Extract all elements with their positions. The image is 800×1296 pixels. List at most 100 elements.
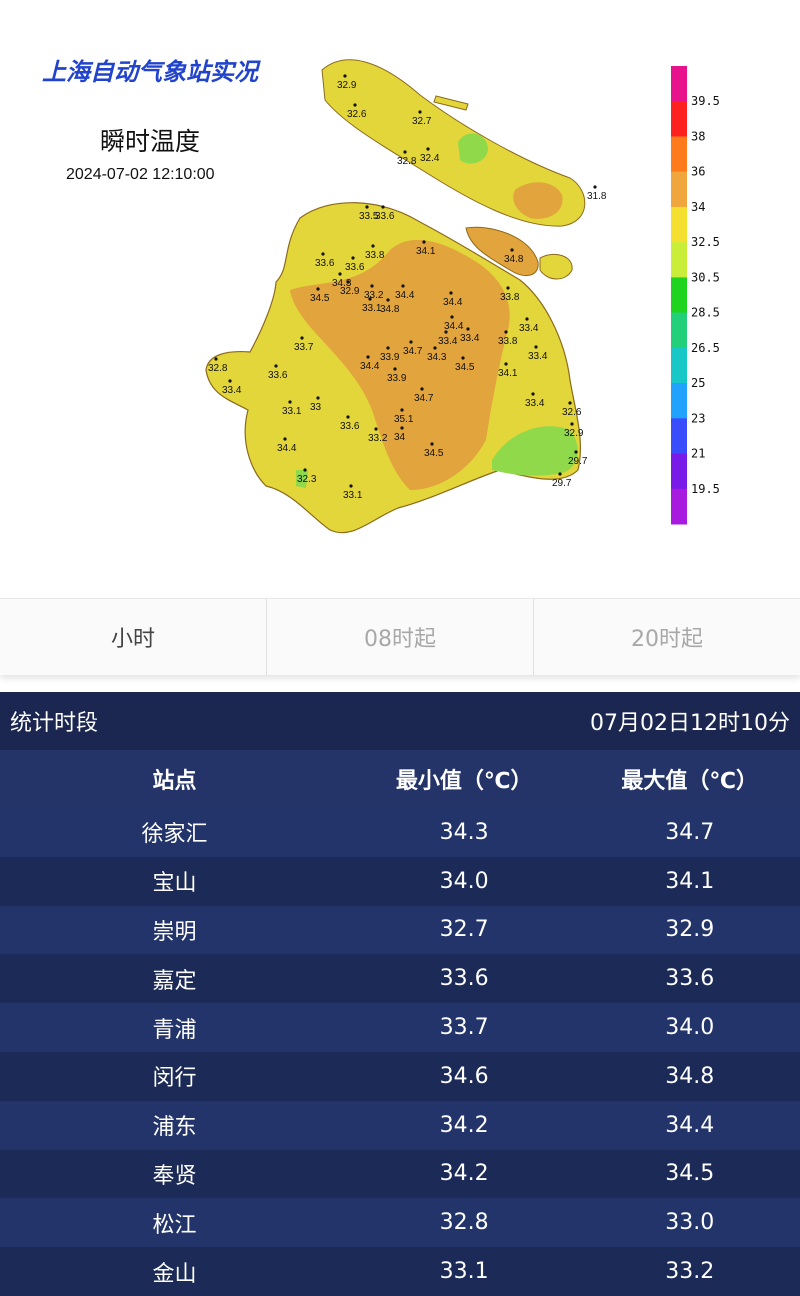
station-dot bbox=[593, 185, 597, 189]
station-reading: 34.1 bbox=[416, 246, 436, 257]
station-dot bbox=[461, 356, 465, 360]
station-reading: 33.9 bbox=[387, 373, 407, 384]
station-dot bbox=[228, 379, 232, 383]
station-name: 闵行 bbox=[0, 1051, 349, 1101]
station-reading: 34.8 bbox=[380, 304, 400, 315]
max-value: 34.8 bbox=[579, 1051, 800, 1101]
station-dot bbox=[349, 484, 353, 488]
station-reading: 34.4 bbox=[277, 443, 297, 454]
station-dot bbox=[316, 396, 320, 400]
station-dot bbox=[450, 315, 454, 319]
station-reading: 33.4 bbox=[438, 336, 458, 347]
legend-color-swatch bbox=[671, 242, 687, 278]
chongming-cool-area bbox=[458, 133, 488, 164]
map-subtitle: 瞬时温度 bbox=[100, 127, 201, 156]
station-reading: 34.4 bbox=[360, 361, 380, 372]
station-reading: 29.7 bbox=[552, 478, 572, 489]
min-value: 34.2 bbox=[348, 1100, 580, 1150]
stats-panel: 统计时段 07月02日12时10分 站点 最小值（℃） 最大值（℃） 徐家汇 3… bbox=[0, 692, 800, 1296]
station-reading: 32.6 bbox=[562, 407, 582, 418]
station-reading: 34.4 bbox=[444, 321, 464, 332]
min-value: 33.1 bbox=[348, 1247, 580, 1296]
table-row: 金山 33.1 33.2 bbox=[0, 1247, 800, 1296]
station-name: 金山 bbox=[0, 1247, 349, 1296]
station-reading: 32.3 bbox=[297, 474, 317, 485]
station-reading: 33.5 bbox=[359, 211, 379, 222]
station-dot bbox=[401, 284, 405, 288]
station-dot bbox=[370, 284, 374, 288]
station-reading: 33.2 bbox=[368, 433, 388, 444]
station-reading: 33.1 bbox=[343, 490, 363, 501]
small-islet bbox=[433, 95, 469, 111]
station-dot bbox=[400, 426, 404, 430]
station-reading: 33.4 bbox=[528, 351, 548, 362]
tab-since-08[interactable]: 08时起 bbox=[267, 599, 534, 675]
station-dot bbox=[558, 472, 562, 476]
max-value: 33.0 bbox=[579, 1198, 800, 1248]
legend-label: 30.5 bbox=[691, 270, 720, 284]
station-reading: 34.5 bbox=[455, 362, 475, 373]
max-value: 33.6 bbox=[579, 954, 800, 1004]
station-dot bbox=[574, 450, 578, 454]
temperature-legend: 39.5 38 36 34 32.5 30.5 28.5 26.5 25 23 21 19.5 bbox=[671, 66, 720, 525]
station-reading: 33.2 bbox=[364, 290, 384, 301]
chongming-island bbox=[321, 59, 586, 227]
table-row: 奉贤 34.2 34.5 bbox=[0, 1149, 800, 1199]
station-reading: 32.8 bbox=[208, 363, 228, 374]
legend-color-swatch bbox=[671, 277, 687, 314]
station-reading: 31.8 bbox=[587, 191, 607, 202]
station-reading: 34.7 bbox=[403, 346, 423, 357]
station-dot bbox=[422, 240, 426, 244]
station-reading: 33.8 bbox=[500, 292, 520, 303]
station-reading: 33.6 bbox=[345, 262, 365, 273]
legend-label: 32.5 bbox=[691, 235, 720, 249]
station-reading: 33.8 bbox=[498, 336, 518, 347]
station-reading: 32.7 bbox=[412, 116, 432, 127]
tab-hourly[interactable]: 小时 bbox=[0, 599, 267, 675]
station-markers: 32.932.632.732.8 32.431.833.533.634.134.8… bbox=[208, 74, 607, 501]
jinshan-cool-spot bbox=[296, 470, 308, 488]
station-dot bbox=[338, 272, 342, 276]
station-reading: 33.8 bbox=[365, 250, 385, 261]
legend-label: 38 bbox=[691, 129, 705, 143]
legend-color-swatch bbox=[671, 171, 687, 208]
station-reading: 33.6 bbox=[315, 258, 335, 269]
station-reading: 34.7 bbox=[414, 393, 434, 404]
station-dot bbox=[504, 330, 508, 334]
station-reading: 33.4 bbox=[525, 398, 545, 409]
max-value: 34.5 bbox=[579, 1149, 800, 1199]
legend-color-swatch bbox=[671, 347, 687, 384]
station-dot bbox=[570, 422, 574, 426]
urban-warm-area bbox=[290, 239, 510, 490]
station-dot bbox=[420, 387, 424, 391]
station-reading: 33.1 bbox=[282, 406, 302, 417]
legend-label: 39.5 bbox=[691, 94, 720, 108]
station-dot bbox=[321, 252, 325, 256]
max-value: 34.7 bbox=[579, 808, 800, 857]
station-reading: 34.3 bbox=[427, 352, 447, 363]
station-dot bbox=[288, 400, 292, 404]
station-dot bbox=[214, 357, 218, 361]
tab-since-20[interactable]: 20时起 bbox=[631, 627, 703, 652]
station-reading: 34.5 bbox=[310, 293, 330, 304]
station-dot bbox=[368, 297, 372, 301]
station-reading: 34 bbox=[394, 432, 406, 443]
table-row: 浦东 34.2 34.4 bbox=[0, 1100, 800, 1150]
legend-color-swatch bbox=[671, 488, 687, 525]
station-dot bbox=[374, 427, 378, 431]
station-reading: 32.9 bbox=[337, 80, 357, 91]
table-row: 徐家汇 34.3 34.7 bbox=[0, 808, 800, 857]
hengsha-island bbox=[539, 254, 573, 280]
min-value: 32.8 bbox=[348, 1198, 580, 1248]
station-reading: 33.6 bbox=[375, 211, 395, 222]
station-dot bbox=[403, 150, 407, 154]
table-header-row: 站点 最小值（℃） 最大值（℃） bbox=[0, 750, 800, 808]
station-dot bbox=[534, 345, 538, 349]
station-dot bbox=[466, 327, 470, 331]
coastal-cool-area bbox=[492, 426, 578, 476]
station-dot bbox=[393, 367, 397, 371]
max-value: 34.0 bbox=[579, 1003, 800, 1052]
station-reading: 34.3 bbox=[332, 278, 352, 289]
station-dot bbox=[316, 287, 320, 291]
station-dot bbox=[371, 244, 375, 248]
